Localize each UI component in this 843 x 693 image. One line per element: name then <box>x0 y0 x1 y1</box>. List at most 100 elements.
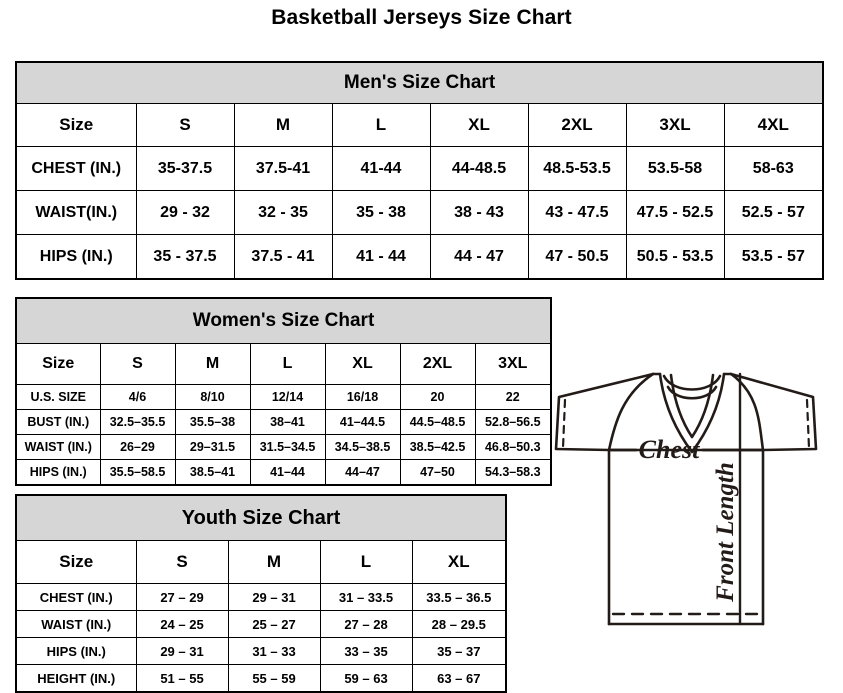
youth-chest-m: 29 – 31 <box>227 583 321 611</box>
youth-caption: Youth Size Chart <box>15 494 507 541</box>
left-sleeve-outline <box>554 372 655 452</box>
mens-caption-row: Men's Size Chart <box>15 61 824 104</box>
mens-col-3xl: 3XL <box>625 103 725 147</box>
womens-header-row: Size S M L XL 2XL 3XL <box>15 343 552 385</box>
mens-col-xl: XL <box>429 103 529 147</box>
mens-waist-m: 32 - 35 <box>233 190 333 235</box>
mens-waist-2xl: 43 - 47.5 <box>527 190 627 235</box>
womens-hips-3xl: 54.3–58.3 <box>474 459 552 486</box>
youth-col-m: M <box>227 540 321 584</box>
page-title: Basketball Jerseys Size Chart <box>271 6 572 29</box>
table-row: HIPS (IN.) 35 - 37.5 37.5 - 41 41 - 44 4… <box>15 234 824 280</box>
mens-hips-m: 37.5 - 41 <box>233 234 333 280</box>
mens-row-label-chest: CHEST (IN.) <box>15 146 137 191</box>
womens-ussize-2xl: 20 <box>399 384 476 410</box>
table-row: WAIST (IN.) 26–29 29–31.5 31.5–34.5 34.5… <box>15 434 552 460</box>
mens-chest-m: 37.5-41 <box>233 146 333 191</box>
womens-hips-2xl: 47–50 <box>399 459 476 486</box>
womens-hips-xl: 44–47 <box>324 459 401 486</box>
womens-waist-xl: 34.5–38.5 <box>324 434 401 460</box>
womens-caption: Women's Size Chart <box>15 297 552 344</box>
table-row: CHEST (IN.) 35-37.5 37.5-41 41-44 44-48.… <box>15 146 824 191</box>
womens-bust-s: 32.5–35.5 <box>99 409 176 435</box>
womens-bust-2xl: 44.5–48.5 <box>399 409 476 435</box>
mens-chest-2xl: 48.5-53.5 <box>527 146 627 191</box>
mens-col-m: M <box>233 103 333 147</box>
mens-hips-s: 35 - 37.5 <box>135 234 235 280</box>
mens-waist-3xl: 47.5 - 52.5 <box>625 190 725 235</box>
mens-waist-4xl: 52.5 - 57 <box>723 190 824 235</box>
mens-hips-xl: 44 - 47 <box>429 234 529 280</box>
womens-row-label-bust: BUST (IN.) <box>15 409 101 435</box>
womens-row-label-hips: HIPS (IN.) <box>15 459 101 486</box>
youth-col-xl: XL <box>411 540 507 584</box>
table-row: CHEST (IN.) 27 – 29 29 – 31 31 – 33.5 33… <box>15 583 507 611</box>
womens-waist-2xl: 38.5–42.5 <box>399 434 476 460</box>
womens-ussize-xl: 16/18 <box>324 384 401 410</box>
youth-caption-row: Youth Size Chart <box>15 494 507 541</box>
mens-hips-l: 41 - 44 <box>331 234 431 280</box>
mens-col-2xl: 2XL <box>527 103 627 147</box>
womens-waist-l: 31.5–34.5 <box>249 434 326 460</box>
right-sleeve-outline <box>729 372 818 452</box>
mens-waist-l: 35 - 38 <box>331 190 431 235</box>
mens-caption: Men's Size Chart <box>15 61 824 104</box>
mens-size-chart-table: Men's Size Chart Size S M L XL 2XL 3XL 4… <box>15 61 825 280</box>
mens-row-label-hips: HIPS (IN.) <box>15 234 137 280</box>
youth-waist-l: 27 – 28 <box>319 610 413 638</box>
womens-col-2xl: 2XL <box>399 343 476 385</box>
table-row: HEIGHT (IN.) 51 – 55 55 – 59 59 – 63 63 … <box>15 664 507 693</box>
womens-col-m: M <box>174 343 251 385</box>
youth-col-l: L <box>319 540 413 584</box>
womens-caption-row: Women's Size Chart <box>15 297 552 344</box>
left-sleeve-hem-dash <box>561 398 567 450</box>
table-row: HIPS (IN.) 35.5–58.5 38.5–41 41–44 44–47… <box>15 459 552 486</box>
youth-row-label-height: HEIGHT (IN.) <box>15 664 137 693</box>
collar-ribbing-arc-outer <box>662 374 722 391</box>
womens-ussize-s: 4/6 <box>99 384 176 410</box>
womens-col-3xl: 3XL <box>474 343 552 385</box>
youth-hips-s: 29 – 31 <box>135 637 229 665</box>
mens-col-l: L <box>331 103 431 147</box>
womens-bust-m: 35.5–38 <box>174 409 251 435</box>
youth-waist-m: 25 – 27 <box>227 610 321 638</box>
youth-chest-xl: 33.5 – 36.5 <box>411 583 507 611</box>
youth-col-s: S <box>135 540 229 584</box>
left-armhole-seam <box>607 372 655 452</box>
mens-chest-l: 41-44 <box>331 146 431 191</box>
right-sleeve-hem-dash <box>805 398 811 450</box>
collar-ribbing-arc-inner <box>666 385 718 400</box>
youth-hips-xl: 35 – 37 <box>411 637 507 665</box>
youth-header-row: Size S M L XL <box>15 540 507 584</box>
womens-hips-m: 38.5–41 <box>174 459 251 486</box>
youth-waist-xl: 28 – 29.5 <box>411 610 507 638</box>
vneck-inner <box>669 373 715 439</box>
mens-hips-4xl: 53.5 - 57 <box>723 234 824 280</box>
mens-chest-4xl: 58-63 <box>723 146 824 191</box>
jersey-measurement-diagram: Chest Front Length <box>523 352 843 679</box>
womens-waist-m: 29–31.5 <box>174 434 251 460</box>
youth-height-s: 51 – 55 <box>135 664 229 693</box>
mens-chest-xl: 44-48.5 <box>429 146 529 191</box>
youth-height-xl: 63 – 67 <box>411 664 507 693</box>
youth-chest-l: 31 – 33.5 <box>319 583 413 611</box>
mens-hips-3xl: 50.5 - 53.5 <box>625 234 725 280</box>
mens-col-4xl: 4XL <box>723 103 824 147</box>
youth-waist-s: 24 – 25 <box>135 610 229 638</box>
table-row: WAIST(IN.) 29 - 32 32 - 35 35 - 38 38 - … <box>15 190 824 235</box>
womens-hips-s: 35.5–58.5 <box>99 459 176 486</box>
chest-label: Chest <box>639 435 700 464</box>
table-row: HIPS (IN.) 29 – 31 31 – 33 33 – 35 35 – … <box>15 637 507 665</box>
youth-row-label-chest: CHEST (IN.) <box>15 583 137 611</box>
womens-ussize-m: 8/10 <box>174 384 251 410</box>
mens-chest-s: 35-37.5 <box>135 146 235 191</box>
womens-col-xl: XL <box>324 343 401 385</box>
mens-col-size: Size <box>15 103 137 147</box>
right-armhole-seam <box>729 372 765 452</box>
youth-col-size: Size <box>15 540 137 584</box>
mens-col-s: S <box>135 103 235 147</box>
womens-row-label-waist: WAIST (IN.) <box>15 434 101 460</box>
youth-height-l: 59 – 63 <box>319 664 413 693</box>
womens-col-s: S <box>99 343 176 385</box>
mens-row-label-waist: WAIST(IN.) <box>15 190 137 235</box>
